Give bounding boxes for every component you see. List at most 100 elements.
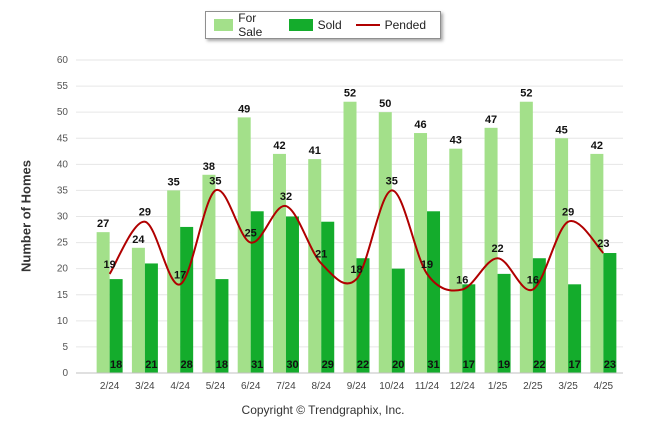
bar-sold: [321, 221, 335, 373]
data-label-sold: 17: [568, 359, 580, 371]
data-label-for-sale: 27: [97, 218, 109, 230]
legend-item-pended[interactable]: Pended: [355, 18, 426, 32]
legend-label-sold: Sold: [317, 18, 342, 32]
bar-marks: [96, 101, 617, 374]
y-tick-label: 45: [57, 133, 69, 144]
y-tick-label: 30: [57, 212, 69, 223]
data-label-pended: 17: [174, 269, 186, 281]
data-label-sold: 17: [463, 359, 475, 371]
data-label-sold: 18: [216, 359, 228, 371]
data-label-sold: 19: [498, 359, 510, 371]
legend-item-for-sale[interactable]: For Sale: [214, 11, 275, 39]
bar-sold: [427, 211, 441, 373]
bar-for-sale: [96, 232, 110, 373]
bar-for-sale: [519, 101, 533, 373]
x-axis-ticks: 2/24 3/24 4/24 5/24 6/24 7/24 8/24 9/24 10/24 11/…: [76, 372, 623, 392]
bar-sold: [391, 268, 405, 373]
data-label-for-sale: 46: [414, 119, 426, 131]
data-label-pended: 29: [562, 207, 574, 219]
bar-sold: [109, 279, 123, 373]
bar-for-sale: [237, 117, 251, 373]
y-tick-label: 0: [62, 368, 68, 379]
bar-for-sale: [555, 138, 569, 373]
x-tick-label: 11/24: [415, 381, 440, 392]
data-label-sold: 28: [181, 359, 193, 371]
bar-sold: [568, 284, 582, 373]
copyright-text: Copyright © Trendgraphix, Inc.: [241, 403, 405, 417]
y-tick-label: 55: [57, 81, 69, 92]
bar-sold: [144, 263, 158, 373]
data-label-for-sale: 42: [273, 140, 285, 152]
data-label-pended: 16: [456, 275, 468, 287]
y-axis-ticks: 0 5 10 15 20 25 30 35 40 45 50 55 60: [57, 55, 69, 379]
legend-label-pended: Pended: [384, 18, 426, 32]
x-tick-label: 8/24: [311, 381, 331, 392]
y-tick-label: 15: [57, 290, 69, 301]
bar-sold: [497, 273, 511, 373]
x-tick-label: 4/24: [170, 381, 190, 392]
data-label-sold: 21: [145, 359, 157, 371]
x-tick-label: 3/24: [135, 381, 155, 392]
data-label-for-sale: 24: [132, 234, 145, 246]
bar-for-sale: [414, 133, 428, 373]
x-tick-label: 12/24: [450, 381, 475, 392]
data-label-for-sale: 43: [450, 135, 462, 147]
data-label-pended: 16: [527, 275, 539, 287]
data-label-sold: 31: [251, 359, 263, 371]
data-label-for-sale: 35: [168, 176, 180, 188]
y-tick-label: 60: [57, 55, 69, 66]
y-tick-label: 5: [62, 342, 68, 353]
x-tick-label: 5/24: [206, 381, 226, 392]
data-label-for-sale: 52: [520, 88, 532, 100]
data-label-sold: 22: [357, 359, 369, 371]
data-label-for-sale: 49: [238, 103, 250, 115]
legend-swatch-for-sale: [214, 19, 234, 31]
data-label-pended: 21: [315, 248, 327, 260]
bar-for-sale: [449, 148, 463, 373]
bar-for-sale: [590, 153, 604, 373]
bar-for-sale: [484, 127, 498, 373]
x-tick-label: 4/25: [594, 381, 614, 392]
data-label-for-sale: 45: [555, 124, 567, 136]
data-label-sold: 23: [604, 359, 616, 371]
bar-for-sale: [378, 112, 392, 374]
legend-item-sold[interactable]: Sold: [288, 18, 342, 32]
bar-sold: [180, 226, 194, 373]
data-label-sold: 20: [392, 359, 404, 371]
data-label-for-sale: 41: [309, 145, 321, 157]
data-label-sold: 30: [286, 359, 298, 371]
x-tick-label: 2/25: [523, 381, 543, 392]
data-label-sold: 29: [322, 359, 334, 371]
legend-swatch-pended: [355, 24, 380, 26]
bar-sold: [250, 211, 264, 373]
bar-sold: [215, 279, 229, 373]
data-label-pended: 19: [421, 259, 433, 271]
data-label-pended: 35: [386, 175, 398, 187]
bar-for-sale: [272, 153, 286, 373]
x-tick-label: 10/24: [379, 381, 404, 392]
data-label-for-sale: 38: [203, 161, 215, 173]
data-label-pended: 32: [280, 191, 292, 203]
data-label-for-sale: 52: [344, 88, 356, 100]
legend-swatch-sold: [288, 19, 313, 31]
y-tick-label: 10: [57, 316, 69, 327]
pended-line-path: [108, 189, 605, 292]
data-labels: 27 18 24 21 35 28 38 18 49 31 42 30 41 29 52 22 50 20 46 31…: [97, 88, 616, 371]
bar-sold: [603, 253, 617, 373]
bar-for-sale: [308, 159, 322, 373]
data-label-sold: 31: [427, 359, 439, 371]
x-tick-label: 2/24: [100, 381, 120, 392]
bar-for-sale: [131, 247, 145, 373]
x-tick-label: 7/24: [276, 381, 296, 392]
legend: For Sale Sold Pended: [205, 11, 441, 39]
data-label-for-sale: 50: [379, 98, 391, 110]
y-tick-label: 25: [57, 238, 69, 249]
data-label-pended: 29: [139, 207, 151, 219]
y-tick-label: 40: [57, 159, 69, 170]
bar-sold: [285, 216, 299, 373]
data-label-pended: 25: [245, 228, 257, 240]
legend-label-for-sale: For Sale: [238, 11, 263, 39]
y-tick-label: 35: [57, 185, 69, 196]
x-tick-label: 6/24: [241, 381, 261, 392]
